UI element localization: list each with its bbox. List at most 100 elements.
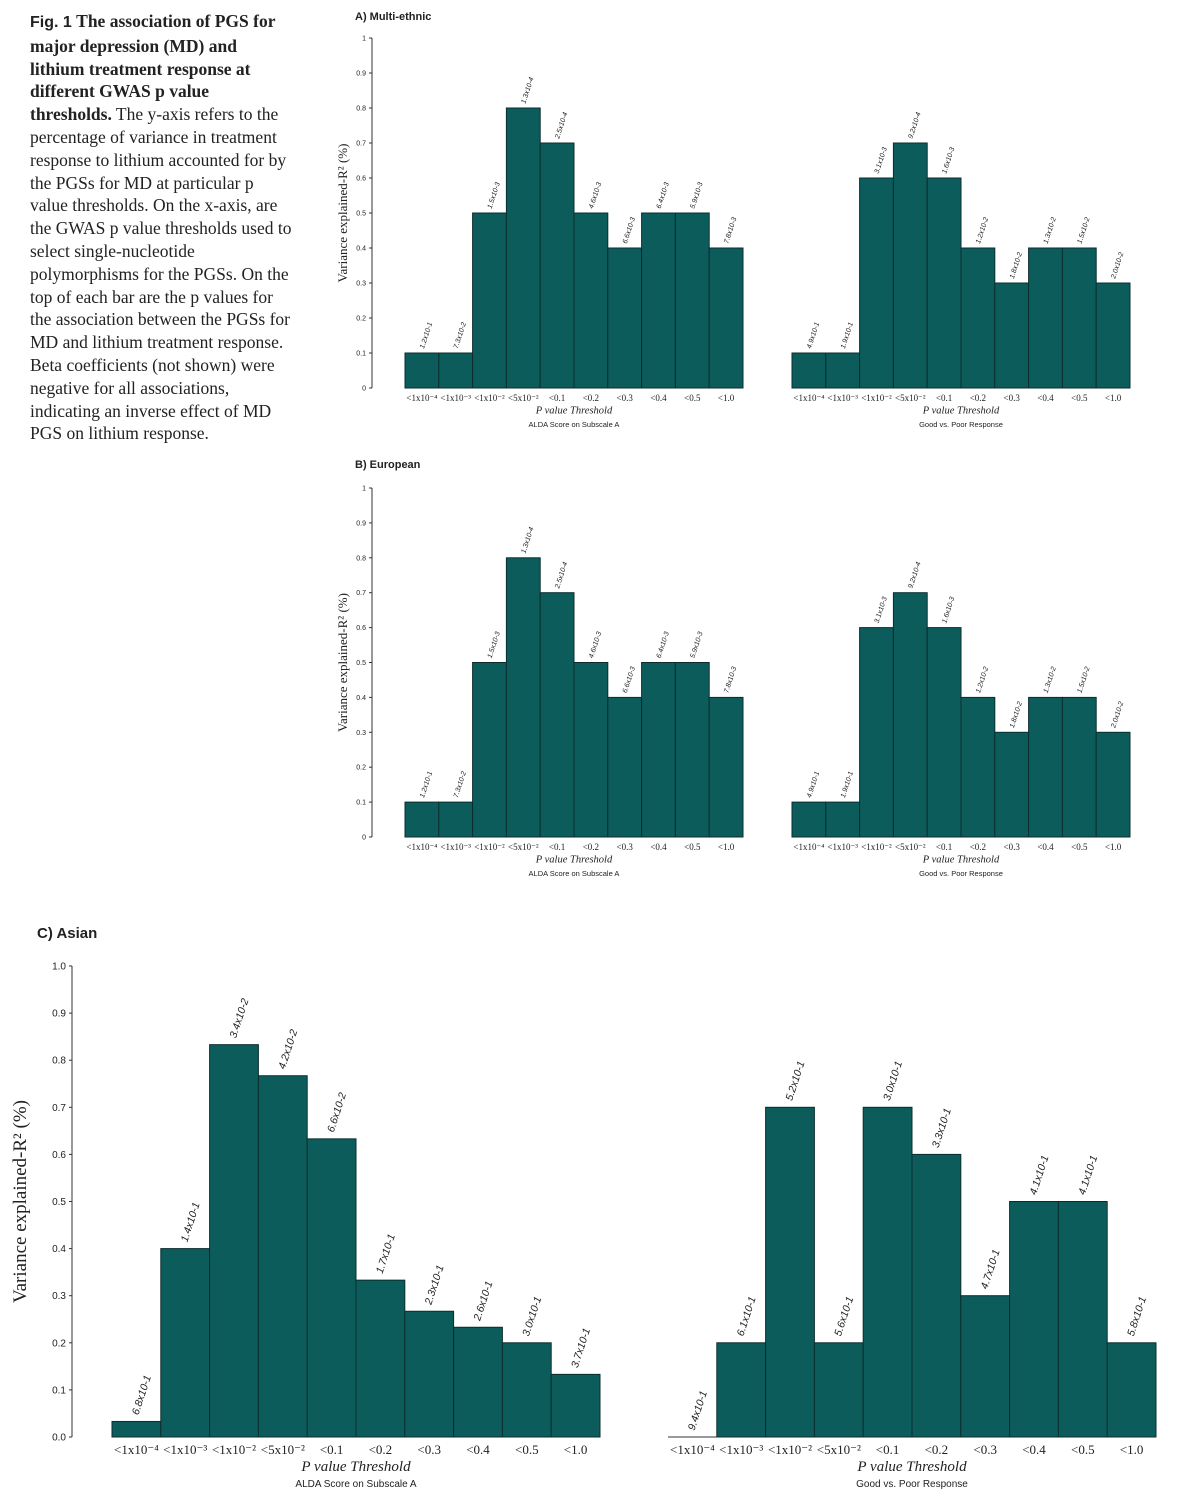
x-category-label: <1x10⁻³ — [827, 393, 858, 403]
bar — [1028, 247, 1063, 389]
y-tick-label: 0.7 — [52, 1103, 66, 1114]
x-category-label: <1x10⁻³ — [719, 1442, 763, 1457]
x-category-label: <1.0 — [718, 842, 735, 852]
bar — [708, 696, 744, 838]
bar-pvalue-label: 5.6x10-1 — [832, 1295, 856, 1338]
y-tick-label: 0.6 — [52, 1150, 66, 1161]
x-category-label: <0.3 — [973, 1442, 997, 1457]
y-tick-label: 0.3 — [356, 280, 366, 287]
bar-pvalue-label: 1.6x10-3 — [941, 596, 956, 624]
x-category-label: <0.1 — [936, 842, 952, 852]
x-category-label: <0.5 — [1071, 842, 1088, 852]
x-category-label: <5x10⁻² — [508, 393, 539, 403]
y-tick-label: 0.2 — [356, 315, 366, 322]
y-tick-label: 0.3 — [52, 1291, 66, 1302]
y-tick-label: 0.2 — [356, 765, 366, 772]
bar — [674, 662, 710, 838]
y-tick-label: 0.6 — [356, 175, 366, 182]
x-axis-label: P value Threshold — [535, 855, 613, 866]
x-category-label: <0.1 — [549, 393, 565, 403]
x-category-label: <0.2 — [583, 842, 599, 852]
bar — [911, 1153, 962, 1438]
bar — [111, 1420, 162, 1438]
bar-pvalue-label: 1.7x10-1 — [374, 1233, 398, 1276]
bar — [404, 1310, 455, 1438]
x-category-label: <0.1 — [549, 842, 565, 852]
panel-title: A) Multi-ethnic — [355, 11, 431, 23]
bar-pvalue-label: 6.4x10-3 — [656, 631, 671, 659]
x-category-label: <5x10⁻² — [895, 393, 926, 403]
bar-pvalue-label: 5.2x10-1 — [783, 1060, 807, 1103]
bar-pvalue-label: 1.8x10-2 — [1009, 701, 1024, 729]
group-subtitle: ALDA Score on Subscale A — [529, 869, 620, 878]
bar — [813, 1342, 864, 1438]
bar-pvalue-label: 9.2x10-4 — [908, 561, 923, 589]
bar — [438, 801, 474, 838]
x-category-label: <0.4 — [466, 1442, 490, 1457]
y-tick-label: 0.7 — [356, 140, 366, 147]
bar-pvalue-label: 6.6x10-2 — [325, 1091, 349, 1134]
bar — [791, 352, 827, 389]
bar — [607, 696, 643, 838]
x-category-label: <1x10⁻⁴ — [670, 1442, 715, 1457]
bar-pvalue-label: 7.3x10-2 — [453, 771, 468, 799]
x-category-label: <0.3 — [617, 393, 634, 403]
bar — [716, 1342, 767, 1438]
bar — [926, 177, 962, 389]
bar-pvalue-label: 4.2x10-2 — [276, 1028, 300, 1071]
bar-pvalue-label: 3.0x10-1 — [520, 1295, 544, 1338]
bar — [355, 1279, 406, 1438]
bar-pvalue-label: 1.3x10-4 — [521, 76, 536, 104]
bar — [1095, 282, 1131, 389]
bar — [960, 247, 996, 389]
x-category-label: <0.2 — [583, 393, 599, 403]
bar-pvalue-label: 1.5x10-3 — [487, 181, 502, 209]
bar-pvalue-label: 1.3x10-2 — [1043, 666, 1058, 694]
bar-pvalue-label: 1.5x10-2 — [1077, 666, 1092, 694]
group-subtitle: Good vs. Poor Response — [919, 420, 1003, 429]
x-axis-label: P value Threshold — [300, 1459, 411, 1475]
bar — [862, 1106, 913, 1438]
y-tick-label: 1.0 — [52, 962, 66, 973]
bar-pvalue-label: 1.2x10-2 — [975, 666, 990, 694]
bar-pvalue-label: 4.9x10-1 — [806, 321, 821, 349]
x-category-label: <5x10⁻² — [895, 842, 926, 852]
x-category-label: <1x10⁻⁴ — [793, 842, 824, 852]
bar-pvalue-label: 3.1x10-3 — [874, 146, 889, 174]
bar — [160, 1248, 211, 1438]
bar — [641, 662, 676, 838]
y-tick-label: 0.4 — [356, 695, 366, 702]
x-category-label: <1x10⁻³ — [440, 393, 471, 403]
bar-pvalue-label: 1.2x10-1 — [419, 321, 434, 349]
x-category-label: <1x10⁻² — [861, 393, 892, 403]
x-category-label: <1x10⁻⁴ — [793, 393, 824, 403]
bar-pvalue-label: 3.0x10-1 — [881, 1060, 905, 1103]
x-category-label: <1x10⁻³ — [827, 842, 858, 852]
x-category-label: <0.3 — [617, 842, 634, 852]
x-axis-label: P value Threshold — [856, 1459, 967, 1475]
x-category-label: <1x10⁻² — [474, 393, 505, 403]
y-tick-label: 0.7 — [356, 590, 366, 597]
x-category-label: <1x10⁻⁴ — [406, 393, 437, 403]
x-category-label: <0.3 — [1004, 842, 1021, 852]
x-axis-label: P value Threshold — [922, 855, 1000, 866]
bar-pvalue-label: 1.9x10-1 — [840, 771, 855, 799]
bar-pvalue-label: 4.6x10-3 — [588, 181, 603, 209]
bar-pvalue-label: 1.3x10-4 — [521, 526, 536, 554]
bar — [892, 142, 928, 389]
bar-pvalue-label: 6.6x10-3 — [622, 666, 637, 694]
x-category-label: <5x10⁻² — [508, 842, 539, 852]
bar — [501, 1342, 552, 1438]
group-subtitle: Good vs. Poor Response — [856, 1479, 968, 1490]
y-tick-label: 0.8 — [52, 1056, 66, 1067]
x-axis-label: P value Threshold — [535, 406, 613, 417]
figure-caption: Fig. 1 The association of PGS for major … — [30, 10, 292, 445]
bar — [505, 557, 541, 838]
bar-pvalue-label: 9.4x10-1 — [686, 1389, 710, 1432]
bar-pvalue-label: 1.5x10-3 — [487, 631, 502, 659]
x-category-label: <0.5 — [515, 1442, 539, 1457]
bar — [607, 247, 643, 389]
bar — [859, 177, 894, 389]
x-category-label: <0.2 — [925, 1442, 949, 1457]
x-category-label: <5x10⁻² — [261, 1442, 305, 1457]
